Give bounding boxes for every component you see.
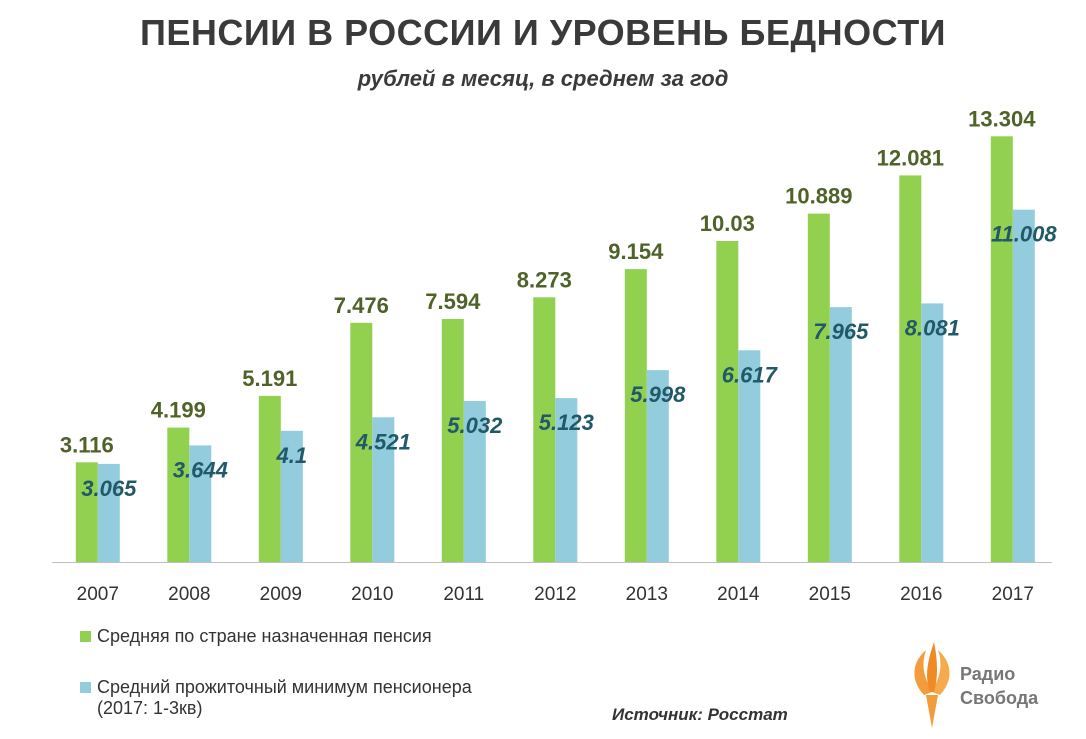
x-tick-label-2009: 2009 (260, 584, 302, 605)
legend-item-minimum: Средний прожиточный минимум пенсионера (… (80, 677, 472, 719)
x-tick-label-2013: 2013 (626, 584, 668, 605)
bar-chart: 3.116 3.065 2007 4.199 3.644 2008 5.191 4.1 2009… (52, 106, 1057, 605)
bar-minimum-2011 (463, 401, 486, 562)
data-label-pension-2007: 3.116 (60, 432, 114, 457)
bar-minimum-2014 (738, 350, 761, 562)
data-label-minimum-2013: 5.998 (630, 382, 686, 407)
bar-minimum-2017 (1012, 209, 1035, 562)
x-tick-label-2012: 2012 (534, 584, 576, 605)
bar-minimum-2010 (372, 417, 395, 562)
data-label-minimum-2010: 4.521 (355, 429, 411, 454)
torch-icon (914, 642, 950, 728)
bar-pension-2014 (716, 241, 739, 562)
bar-minimum-2008 (189, 445, 212, 562)
data-label-pension-2015: 10.889 (785, 184, 852, 209)
data-label-minimum-2008: 3.644 (173, 457, 228, 482)
bar-minimum-2012 (555, 398, 578, 562)
data-label-minimum-2017: 11.008 (991, 222, 1057, 247)
data-label-pension-2016: 12.081 (877, 145, 944, 170)
x-tick-label-2017: 2017 (992, 584, 1034, 605)
chart-title: ПЕНСИИ В РОССИИ И УРОВЕНЬ БЕДНОСТИ (139, 12, 947, 53)
bar-minimum-2013 (646, 370, 669, 562)
data-label-minimum-2015: 7.965 (813, 319, 869, 344)
bar-pension-2016 (899, 175, 922, 562)
bar-pension-2013 (624, 269, 647, 562)
logo-text-line1: Радио (960, 664, 1016, 684)
data-label-pension-2008: 4.199 (151, 398, 206, 423)
bar-pension-2010 (350, 322, 373, 562)
bar-minimum-2016 (921, 303, 944, 562)
chart-subtitle: рублей в месяц, в среднем за год (357, 66, 729, 91)
legend-label-minimum: Средний прожиточный минимум пенсионера (… (97, 677, 472, 719)
legend-label-pension: Средняя по стране назначенная пенсия (97, 626, 432, 646)
data-label-minimum-2012: 5.123 (539, 410, 594, 435)
logo-text-line2: Свобода (960, 688, 1039, 708)
bar-pension-2015 (807, 213, 830, 562)
data-label-minimum-2009: 4.1 (276, 443, 308, 468)
x-tick-label-2008: 2008 (168, 584, 210, 605)
legend-swatch-pension (80, 631, 91, 642)
data-label-pension-2014: 10.03 (700, 211, 755, 236)
bar-pension-2008 (167, 427, 190, 562)
x-tick-label-2011: 2011 (443, 584, 484, 605)
data-label-pension-2009: 5.191 (242, 366, 297, 391)
data-label-minimum-2014: 6.617 (722, 362, 779, 387)
x-tick-label-2007: 2007 (77, 584, 119, 605)
legend-label-minimum-line2: (2017: 1-3кв) (97, 698, 203, 718)
data-label-pension-2011: 7.594 (425, 289, 481, 314)
legend-item-pension: Средняя по стране назначенная пенсия (80, 626, 432, 647)
data-label-minimum-2016: 8.081 (905, 315, 960, 340)
data-label-minimum-2007: 3.065 (81, 476, 137, 501)
data-label-pension-2010: 7.476 (334, 293, 389, 318)
data-label-pension-2013: 9.154 (608, 239, 664, 264)
x-tick-label-2014: 2014 (717, 584, 760, 605)
bar-pension-2011 (441, 319, 464, 562)
logo-text: Радио Свобода (960, 662, 1038, 710)
source-note: Источник: Росстат (612, 705, 788, 724)
x-tick-label-2015: 2015 (809, 584, 851, 605)
legend-label-minimum-line1: Средний прожиточный минимум пенсионера (97, 677, 472, 697)
radio-svoboda-logo: Радио Свобода (902, 640, 1052, 730)
bar-pension-2012 (533, 297, 556, 562)
bar-minimum-2015 (829, 307, 852, 562)
bar-minimum-2009 (280, 430, 303, 562)
bar-pension-2007 (75, 462, 98, 562)
legend-swatch-minimum (80, 682, 91, 693)
x-tick-label-2016: 2016 (900, 584, 942, 605)
bar-minimum-2007 (97, 463, 120, 562)
bar-pension-2009 (258, 395, 281, 562)
data-label-minimum-2011: 5.032 (447, 413, 503, 438)
data-label-pension-2012: 8.273 (517, 267, 572, 292)
x-tick-label-2010: 2010 (351, 584, 393, 605)
data-label-pension-2017: 13.304 (968, 106, 1036, 131)
bar-pension-2017 (990, 136, 1013, 563)
